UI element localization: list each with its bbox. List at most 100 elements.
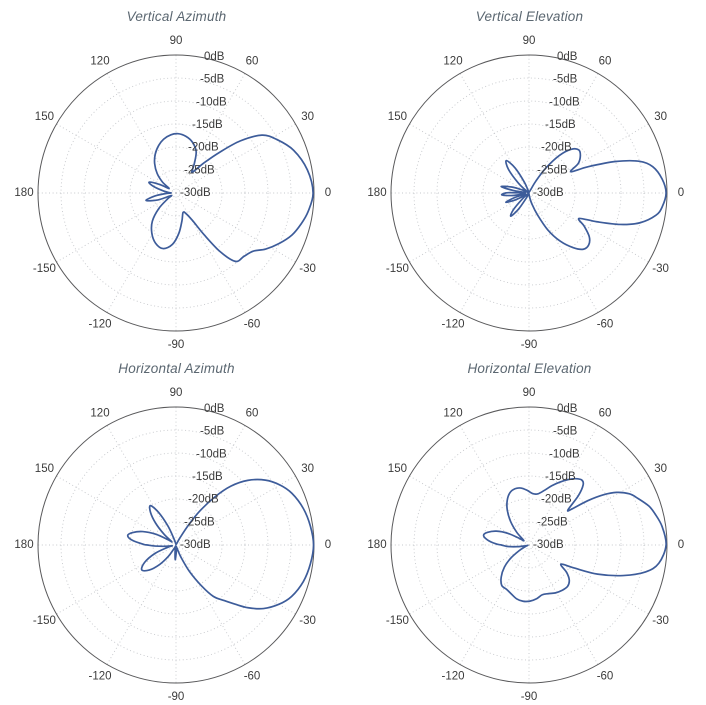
grid-spoke [175,425,246,546]
angle-tick-label: 0 [325,539,331,551]
grid-circle [413,429,645,661]
radial-tick-label: -25dB [537,516,568,528]
angle-tick-label: -120 [88,319,111,331]
radial-tick-label: 0dB [204,51,225,63]
grid-circle [152,169,200,217]
radial-tick-label: 0dB [557,403,578,415]
angle-tick-label: 90 [523,35,536,47]
grid-spoke [56,192,177,263]
grid-spoke [175,192,246,313]
radiation-pattern-line [126,478,315,610]
grid-spoke [528,544,599,665]
polar-chart-vertical-azimuth: 0 30 60 90 120 150 180 -150 -120 -90 -60 -30 0dB -5dB… [14,35,331,351]
angle-tick-label: 90 [170,35,183,47]
grid-spoke [106,425,177,546]
polar-grid [390,54,668,332]
angle-tick-label: -30 [652,263,669,275]
angle-tick-labels: 0 30 60 90 120 150 180 -150 -120 -90 -60 -30 [14,35,331,351]
grid-circle [83,452,269,638]
polar-grid [37,406,315,684]
polar-grid [390,406,668,684]
grid-spoke [175,192,296,263]
angle-tick-label: 0 [678,539,684,551]
radial-tick-label: -5dB [200,426,225,438]
radial-tick-label: 0dB [204,403,225,415]
radial-tick-label: -5dB [553,74,578,86]
radial-tick-labels: 0dB -5dB -10dB -15dB -20dB -25dB -30dB [180,403,227,551]
angle-tick-label: -120 [441,319,464,331]
angle-tick-label: -90 [521,339,538,351]
angle-tick-label: -150 [33,263,56,275]
grid-spoke [409,123,530,194]
radial-tick-label: -30dB [533,539,564,551]
angle-tick-label: -60 [597,671,614,683]
angle-tick-label: -90 [521,691,538,703]
angle-tick-label: 120 [443,407,462,419]
angle-tick-label: 120 [443,55,462,67]
grid-spoke [56,544,177,615]
radial-tick-label: -20dB [188,142,219,154]
grid-circle [482,146,576,240]
angle-tick-label: 60 [246,407,259,419]
angle-tick-label: 150 [35,463,54,475]
radial-tick-label: 0dB [557,51,578,63]
grid-spoke [175,475,296,546]
outer-axis-circle [390,54,668,332]
angle-tick-label: -60 [244,671,261,683]
grid-circle [436,100,622,286]
grid-spoke [56,123,177,194]
radial-tick-label: -15dB [545,471,576,483]
radial-tick-label: -10dB [549,448,580,460]
angle-tick-label: -30 [652,615,669,627]
grid-spoke [106,544,177,665]
radial-tick-label: -20dB [188,494,219,506]
angle-tick-label: 180 [367,539,386,551]
angle-tick-labels: 0 30 60 90 120 150 180 -150 -120 -90 -60 -30 [367,35,684,351]
radial-tick-labels: 0dB -5dB -10dB -15dB -20dB -25dB -30dB [180,51,227,199]
grid-spoke [106,192,177,313]
plot-title-horizontal-elevation: Horizontal Elevation [467,361,592,376]
polar-grid [37,54,315,332]
radiation-pattern-line [482,477,667,603]
grid-spoke [528,425,599,546]
angle-tick-label: -120 [441,671,464,683]
grid-spoke [175,544,246,665]
angle-tick-label: 30 [301,463,314,475]
grid-circle [60,77,292,309]
grid-spoke [528,475,649,546]
radial-tick-label: -10dB [196,448,227,460]
grid-circle [436,452,622,638]
radial-tick-labels: 0dB -5dB -10dB -15dB -20dB -25dB -30dB [533,51,580,199]
angle-tick-label: -150 [386,615,409,627]
grid-circle [505,521,553,569]
angle-tick-label: -60 [597,319,614,331]
grid-circle [129,498,223,592]
grid-spoke [459,73,530,194]
grid-spoke [459,192,530,313]
grid-spoke [528,73,599,194]
radiation-pattern-line [500,147,667,251]
angle-tick-label: -90 [168,339,185,351]
angle-tick-label: 90 [523,387,536,399]
plot-horizontal-azimuth: Horizontal Azimuth 0 30 60 90 120 150 180 -150 -… [0,352,353,705]
radial-tick-label: -10dB [549,96,580,108]
radial-tick-label: -15dB [545,119,576,131]
outer-axis-circle [37,54,315,332]
angle-tick-label: -120 [88,671,111,683]
angle-tick-label: 30 [654,463,667,475]
grid-spoke [409,544,530,615]
radial-tick-label: -30dB [180,187,211,199]
plot-title-vertical-elevation: Vertical Elevation [475,9,584,24]
plot-title-horizontal-azimuth: Horizontal Azimuth [118,361,235,376]
angle-tick-label: 180 [14,539,33,551]
angle-tick-label: -150 [386,263,409,275]
grid-spoke [175,73,246,194]
radial-tick-label: -20dB [541,142,572,154]
angle-tick-label: 90 [170,387,183,399]
grid-circle [505,169,553,217]
angle-tick-label: -90 [168,691,185,703]
radiation-pattern-line [145,132,314,263]
angle-tick-label: 120 [90,55,109,67]
radial-tick-label: -10dB [196,96,227,108]
grid-spoke [56,475,177,546]
